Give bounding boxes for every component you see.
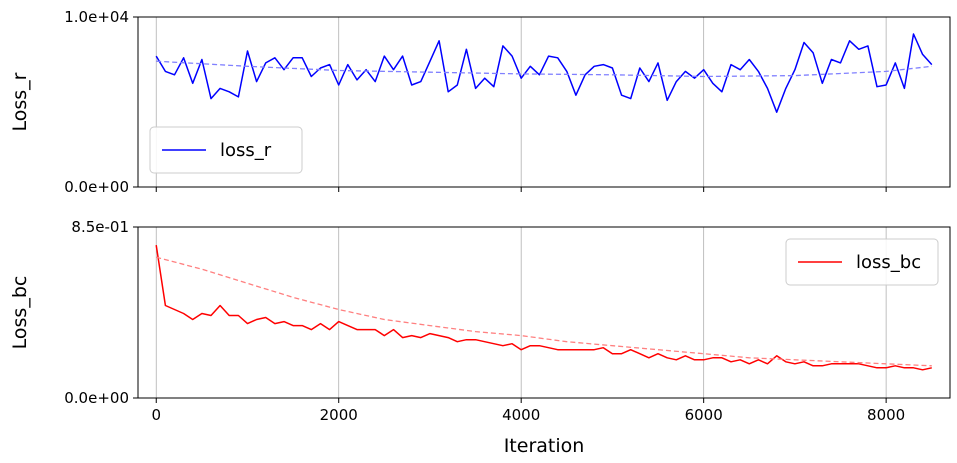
- loss_r-series-line: [155, 33, 933, 113]
- y-axis-label: Loss_bc: [9, 276, 31, 350]
- legend-box: [149, 126, 303, 174]
- legend-label: loss_bc: [856, 252, 921, 273]
- y-tick-label: 1.0e+04: [64, 8, 129, 26]
- legend-box: [785, 238, 939, 286]
- x-axis-label: Iteration: [504, 435, 585, 457]
- x-tick-label: 0: [151, 406, 161, 424]
- trend-series-line: [156, 60, 932, 78]
- x-tick-label: 4000: [502, 406, 540, 424]
- legend-label: loss_r: [220, 140, 272, 161]
- x-tick-label: 2000: [320, 406, 358, 424]
- x-tick-label: 6000: [685, 406, 723, 424]
- y-tick-label: 8.5e-01: [71, 218, 129, 236]
- x-tick-label: 8000: [867, 406, 905, 424]
- trend-series-line: [156, 256, 932, 367]
- plot-frame: [137, 16, 951, 188]
- loss_bc-series-line: [155, 244, 932, 371]
- y-tick-label: 0.0e+00: [64, 178, 129, 196]
- plot-frame: [137, 226, 951, 399]
- y-tick-label: 0.0e+00: [64, 389, 129, 407]
- y-axis-label: Loss_r: [9, 72, 31, 131]
